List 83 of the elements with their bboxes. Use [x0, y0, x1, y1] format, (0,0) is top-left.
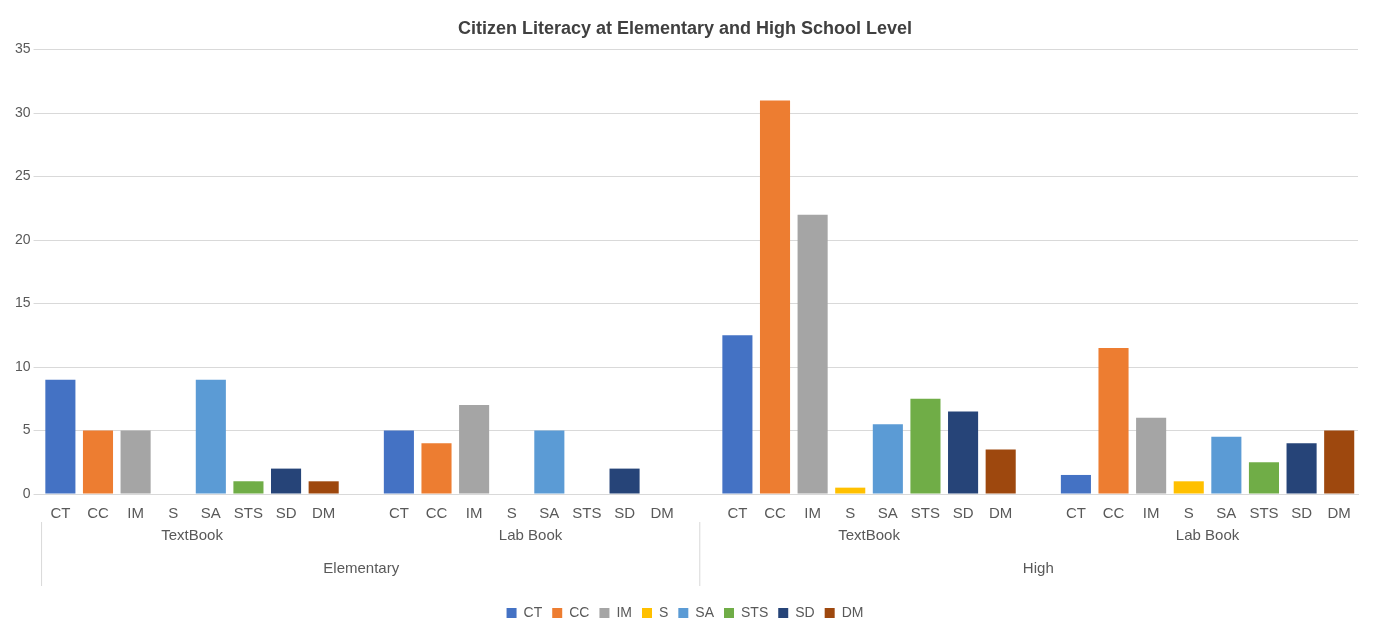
legend-label: SA	[695, 603, 715, 620]
x-tick-label: IM	[1142, 504, 1160, 522]
x-tick-label: DM	[1327, 504, 1351, 522]
bar	[534, 430, 565, 494]
x-tick-label: SA	[1216, 504, 1237, 522]
bar	[1248, 462, 1280, 494]
legend-label: DM	[841, 603, 864, 620]
text: Elementary	[323, 559, 400, 577]
x-tick-label: SA	[877, 504, 898, 522]
bar	[797, 214, 828, 494]
x-tick-label: CT	[727, 504, 748, 522]
x-tick-label: CC	[425, 504, 448, 522]
bar	[872, 424, 903, 494]
bar	[120, 430, 151, 494]
x-tick-label: DM	[650, 504, 674, 522]
legend-label: CC	[569, 603, 590, 620]
legend-label: S	[658, 603, 669, 620]
legend-label: SD	[795, 603, 815, 620]
bar	[910, 398, 941, 494]
bar	[45, 379, 76, 494]
x-tick-label: STS	[233, 504, 264, 522]
x-tick-label: IM	[127, 504, 144, 522]
x-tick-label: CC	[764, 504, 787, 522]
bar	[1098, 347, 1129, 494]
x-tick-label: SA	[200, 504, 221, 522]
x-tick-label: IM	[804, 504, 821, 522]
bar	[609, 468, 640, 494]
bar	[1324, 430, 1355, 494]
x-tick-label: SD	[1291, 504, 1313, 522]
x-tick-label: STS	[572, 504, 602, 522]
bar	[421, 443, 452, 494]
text: Lab Book	[498, 526, 563, 544]
x-tick-label: SD	[275, 504, 297, 522]
bar	[835, 487, 866, 494]
x-tick-label: S	[1183, 504, 1194, 522]
legend-label: IM	[616, 603, 632, 620]
legend-label: STS	[741, 603, 769, 620]
legend-label: CT	[523, 603, 543, 620]
x-tick-label: S	[845, 504, 856, 522]
x-tick-label: IM	[465, 504, 483, 522]
bar	[1211, 436, 1242, 494]
bar	[1136, 417, 1167, 494]
text: High	[1022, 559, 1054, 577]
x-tick-label: S	[168, 504, 179, 522]
x-tick-label: CT	[1065, 504, 1086, 522]
bar	[233, 481, 264, 494]
y-tick-label: 0	[22, 484, 31, 501]
bar	[271, 468, 302, 494]
x-tick-label: SA	[539, 504, 560, 522]
bar	[459, 405, 490, 494]
text: TextBook	[838, 526, 901, 544]
bar	[985, 449, 1016, 494]
y-tick-label: 10	[14, 357, 31, 374]
x-tick-label: CT	[50, 504, 71, 522]
x-tick-label: STS	[910, 504, 941, 522]
bar	[722, 335, 753, 494]
x-tick-label: STS	[1249, 504, 1279, 522]
text: TextBook	[161, 526, 224, 544]
bar	[308, 481, 339, 494]
bar	[82, 430, 114, 494]
x-tick-label: CC	[1102, 504, 1125, 522]
text: Lab Book	[1175, 526, 1240, 544]
y-tick-label: 15	[14, 294, 31, 311]
chart-title: Citizen Literacy at Elementary and High School Level	[457, 17, 913, 38]
bar	[195, 379, 226, 494]
y-tick-label: 5	[22, 421, 31, 438]
y-tick-label: 35	[14, 40, 31, 57]
x-tick-label: DM	[989, 504, 1013, 522]
x-tick-label: CC	[87, 504, 109, 522]
bar	[1173, 481, 1204, 494]
bar	[383, 430, 414, 494]
x-tick-label: DM	[312, 504, 336, 522]
x-tick-label: SD	[952, 504, 974, 522]
x-tick-label: CT	[388, 504, 409, 522]
bar	[948, 411, 979, 494]
bar	[1286, 443, 1317, 494]
x-tick-label: S	[506, 504, 517, 522]
bar	[759, 100, 791, 494]
bar	[1060, 474, 1091, 494]
y-tick-label: 25	[14, 167, 31, 184]
y-tick-label: 30	[14, 103, 31, 120]
x-tick-label: SD	[614, 504, 636, 522]
y-tick-label: 20	[14, 230, 31, 247]
